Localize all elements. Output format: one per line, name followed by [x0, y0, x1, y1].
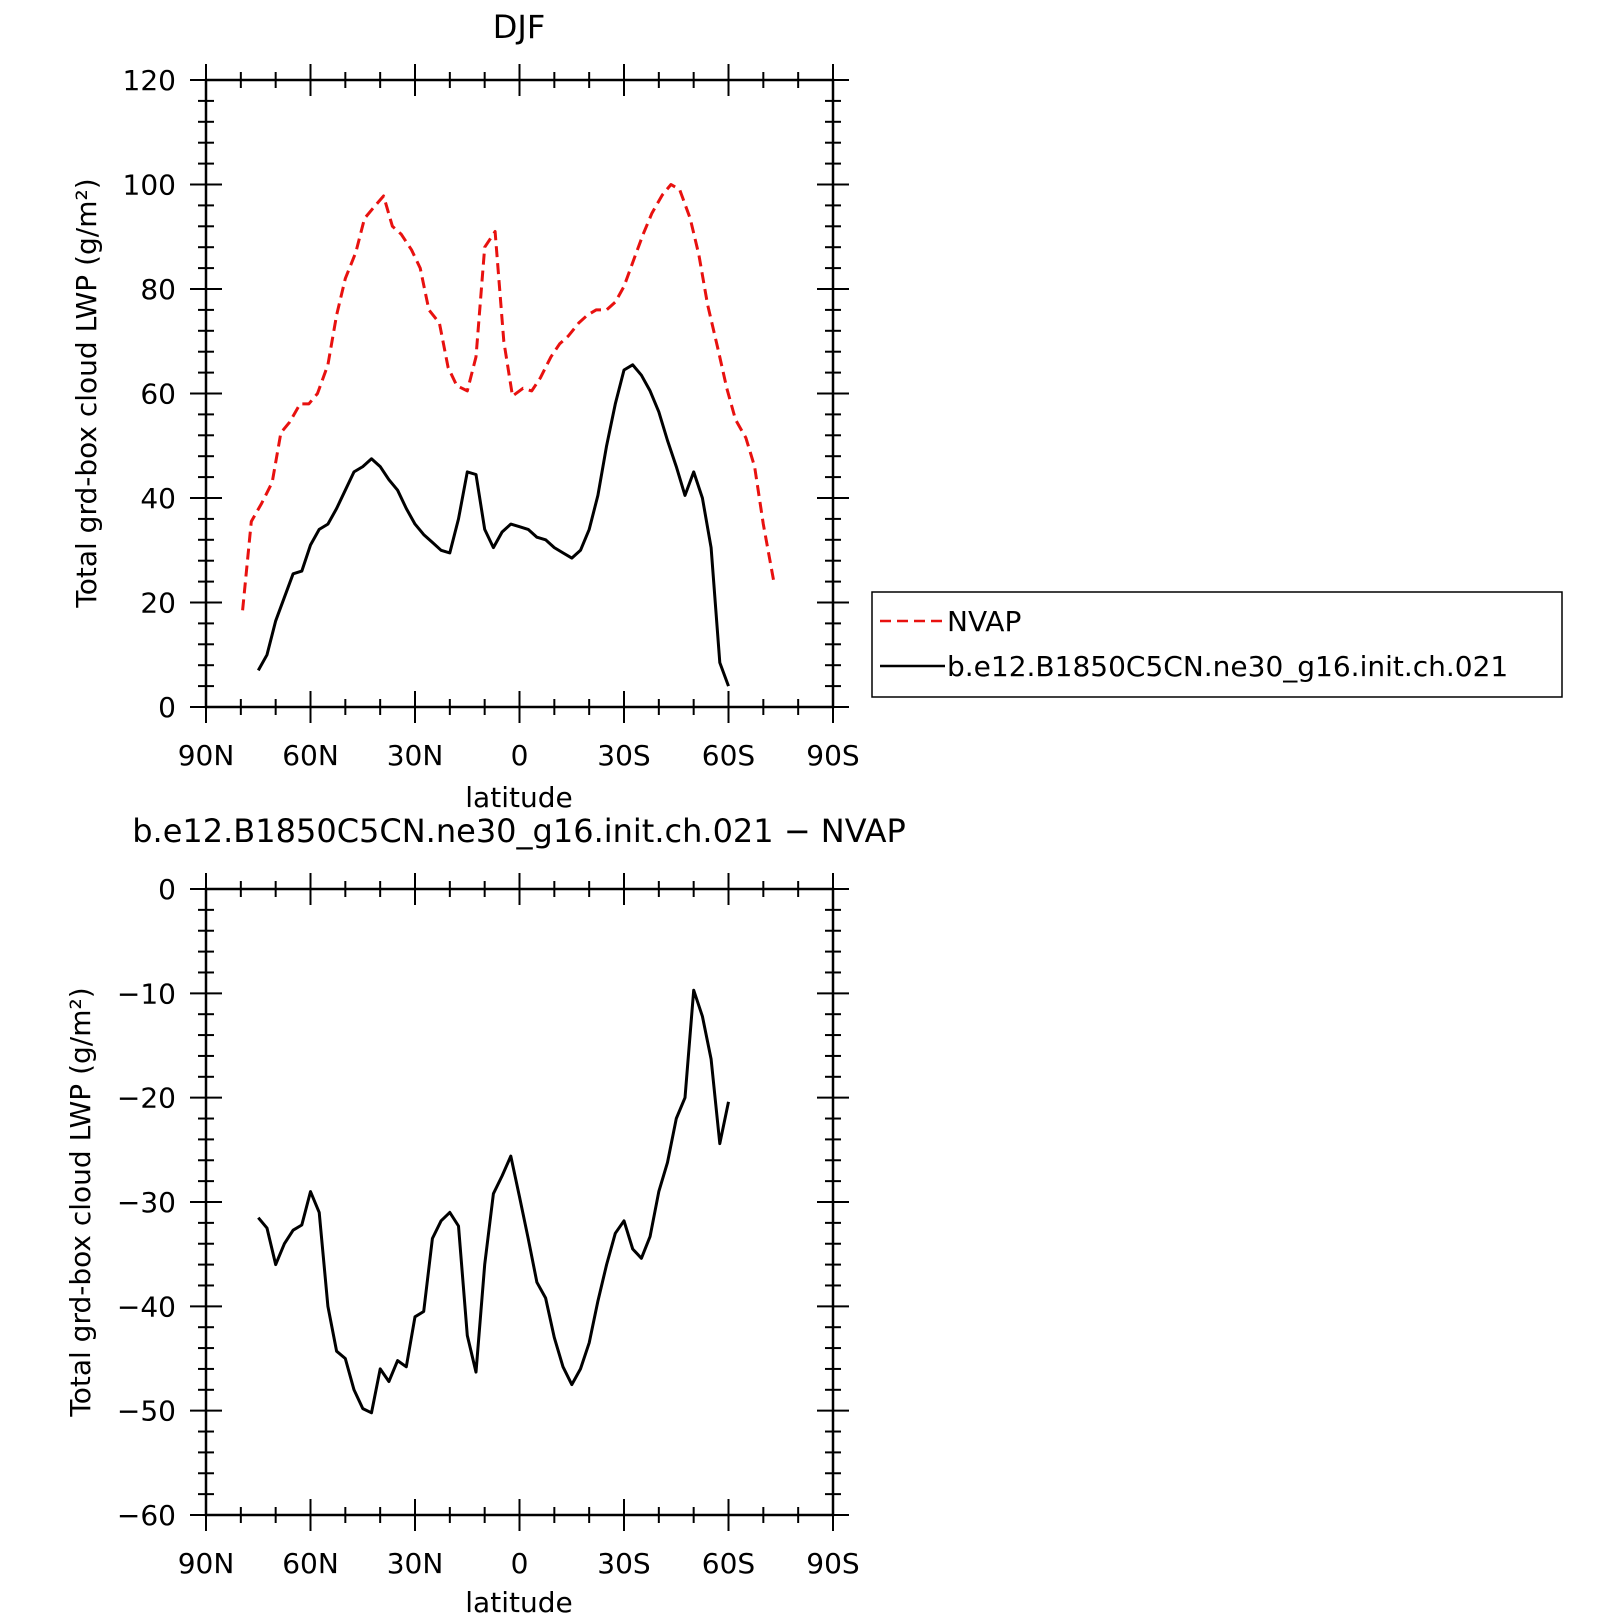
bottom-y-tick-label: −50 — [117, 1395, 176, 1428]
bottom-x-tick-label: 90N — [178, 1547, 235, 1580]
top-x-tick-label: 60N — [282, 739, 339, 772]
top-x-tick-label: 30N — [387, 739, 444, 772]
top-chart-panel: DJF 0 20 40 60 80 100 120 90N 60N 30N 0 30S 60S 90S l… — [70, 8, 860, 814]
bottom-x-tick-label: 90S — [806, 1547, 859, 1580]
top-y-tick-label: 0 — [158, 691, 176, 724]
top-y-tick-label: 100 — [123, 169, 176, 202]
legend: NVAP b.e12.B1850C5CN.ne30_g16.init.ch.02… — [871, 591, 1563, 698]
top-x-tick-label: 90S — [806, 739, 859, 772]
legend-label-model: b.e12.B1850C5CN.ne30_g16.init.ch.021 — [947, 650, 1508, 683]
bottom-y-tick-label: −10 — [117, 977, 176, 1010]
bottom-series-line-difference — [257, 988, 730, 1415]
top-y-tick-label: 40 — [140, 482, 176, 515]
bottom-x-tick-label: 60N — [282, 1547, 339, 1580]
top-x-tick-label: 60S — [702, 739, 755, 772]
legend-label-nvap: NVAP — [947, 605, 1021, 638]
bottom-x-tick-label: 60S — [702, 1547, 755, 1580]
top-y-tick-label: 20 — [140, 587, 176, 620]
top-x-tick-label: 90N — [178, 739, 235, 772]
top-x-tick-label: 30S — [597, 739, 650, 772]
bottom-y-tick-label: 0 — [158, 873, 176, 906]
top-series-line-model — [256, 363, 730, 687]
top-y-axis-label: Total grd-box cloud LWP (g/m²) — [70, 178, 103, 608]
bottom-x-tick-label: 30N — [387, 1547, 444, 1580]
bottom-series-lines — [257, 988, 730, 1415]
bottom-y-tick-label: −60 — [117, 1499, 176, 1532]
bottom-y-tick-label: −20 — [117, 1082, 176, 1115]
legend-box — [871, 591, 1563, 698]
top-plot-frame — [204, 78, 835, 709]
top-y-tick-label: 60 — [140, 378, 176, 411]
top-chart-title: DJF — [493, 8, 545, 46]
top-series-lines — [241, 183, 776, 687]
bottom-y-tick-label: −30 — [117, 1186, 176, 1219]
bottom-x-tick-label: 30S — [597, 1547, 650, 1580]
bottom-chart-title: b.e12.B1850C5CN.ne30_g16.init.ch.021 − N… — [132, 812, 906, 850]
bottom-y-axis-label: Total grd-box cloud LWP (g/m²) — [64, 987, 97, 1417]
top-x-tick-label: 0 — [511, 739, 529, 772]
bottom-x-axis-label: latitude — [465, 1586, 572, 1619]
top-series-line-nvap — [241, 183, 776, 611]
top-y-tick-label: 120 — [123, 64, 176, 97]
top-x-axis-label: latitude — [465, 781, 572, 814]
top-axis-ticks: 0 20 40 60 80 100 120 90N 60N 30N 0 30S 60S 90S — [123, 64, 860, 772]
bottom-x-tick-label: 0 — [511, 1547, 529, 1580]
bottom-chart-panel: b.e12.B1850C5CN.ne30_g16.init.ch.021 − N… — [64, 812, 906, 1619]
top-y-tick-label: 80 — [140, 273, 176, 306]
bottom-y-tick-label: −40 — [117, 1290, 176, 1323]
